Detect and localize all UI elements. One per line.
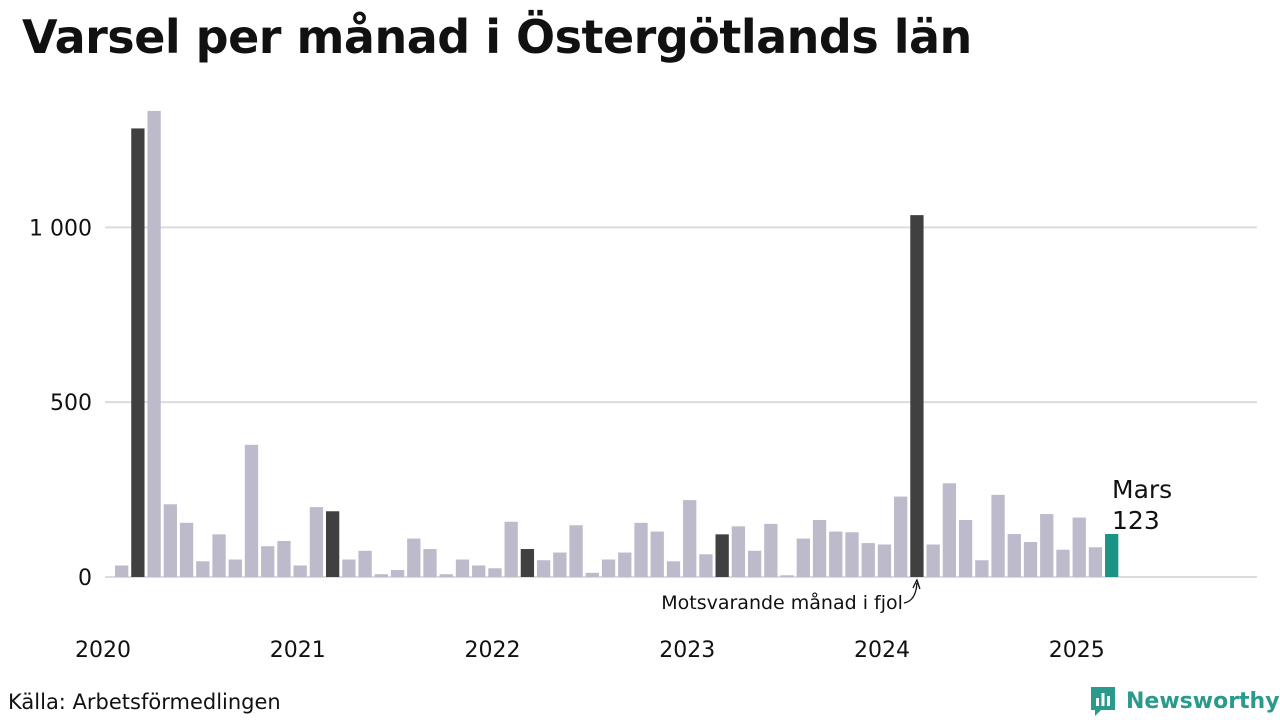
bar [569, 525, 583, 577]
bar [439, 574, 453, 577]
x-tick-label: 2020 [75, 638, 131, 663]
bar [942, 483, 957, 577]
newsworthy-logo-icon [1091, 687, 1115, 716]
bar [115, 565, 129, 577]
y-axis-labels: 0 500 1 000 [29, 216, 92, 591]
bar-chart: 0 500 1 000 2020 2021 2022 2023 2024 2025 Mars1… [29, 110, 1257, 663]
y-tick-label: 500 [50, 391, 92, 416]
x-axis-labels: 2020 2021 2022 2023 2024 2025 [75, 638, 1105, 663]
bar [553, 552, 567, 577]
bar [683, 500, 697, 577]
bar [1056, 549, 1070, 577]
bar [747, 550, 762, 577]
bar [715, 534, 729, 577]
bar [423, 549, 437, 577]
bar [731, 526, 746, 577]
bar [618, 552, 632, 577]
x-tick-label: 2022 [465, 638, 521, 663]
brand-name: Newsworthy [1126, 688, 1280, 714]
bar [212, 534, 226, 577]
bar [845, 532, 859, 577]
x-tick-label: 2025 [1049, 638, 1105, 663]
y-tick-label: 1 000 [29, 216, 92, 241]
bar [991, 494, 1005, 577]
bar [293, 565, 307, 577]
current-value-label: 123 [1112, 506, 1160, 535]
bar [796, 538, 810, 577]
x-tick-label: 2024 [854, 638, 910, 663]
page-title: Varsel per månad i Östergötlands län [22, 10, 972, 64]
bar [472, 565, 486, 577]
annotation-arrowhead [912, 578, 921, 590]
bar [358, 550, 372, 577]
bar [374, 574, 388, 577]
x-tick-label: 2021 [270, 638, 326, 663]
bar [780, 575, 794, 577]
bar [958, 520, 973, 577]
bars [115, 110, 1119, 578]
bar [666, 561, 681, 577]
x-tick-label: 2023 [659, 638, 715, 663]
bar [634, 522, 648, 577]
bar [1007, 533, 1021, 577]
y-tick-label: 0 [78, 566, 92, 591]
bar [309, 507, 324, 577]
annotation-label: Motsvarande månad i fjol [661, 591, 903, 614]
bar [926, 544, 940, 577]
bar [325, 511, 340, 577]
bar [829, 531, 843, 577]
bar [910, 215, 924, 577]
bar [196, 561, 210, 577]
annotation-arrow [903, 582, 918, 604]
bar [261, 546, 275, 577]
bar [975, 560, 989, 577]
bar [520, 549, 535, 577]
bar [1023, 542, 1038, 577]
source-note: Källa: Arbetsförmedlingen [8, 690, 281, 714]
bar [147, 110, 161, 578]
brand-logo: Newsworthy [1088, 684, 1280, 718]
bar [601, 559, 616, 577]
bar [131, 128, 145, 578]
bar [585, 572, 599, 577]
bar [244, 444, 259, 577]
bar [1088, 547, 1103, 577]
bar [536, 560, 551, 577]
bar [179, 522, 194, 577]
bar [812, 520, 827, 577]
bar [504, 521, 518, 577]
bar [228, 559, 242, 577]
bar [407, 538, 421, 577]
current-month-label: Mars [1112, 475, 1172, 504]
bar [764, 523, 778, 577]
bar [1040, 514, 1054, 577]
bar [390, 570, 405, 577]
bar [277, 540, 291, 577]
bar [455, 559, 470, 577]
bar [1072, 517, 1086, 577]
bar [163, 504, 177, 577]
bar [1105, 533, 1119, 577]
bar [894, 496, 908, 577]
bar [699, 554, 713, 577]
bar [488, 568, 502, 577]
bar [650, 531, 664, 577]
bar [342, 559, 356, 577]
bar [861, 543, 875, 577]
bar [877, 544, 892, 577]
